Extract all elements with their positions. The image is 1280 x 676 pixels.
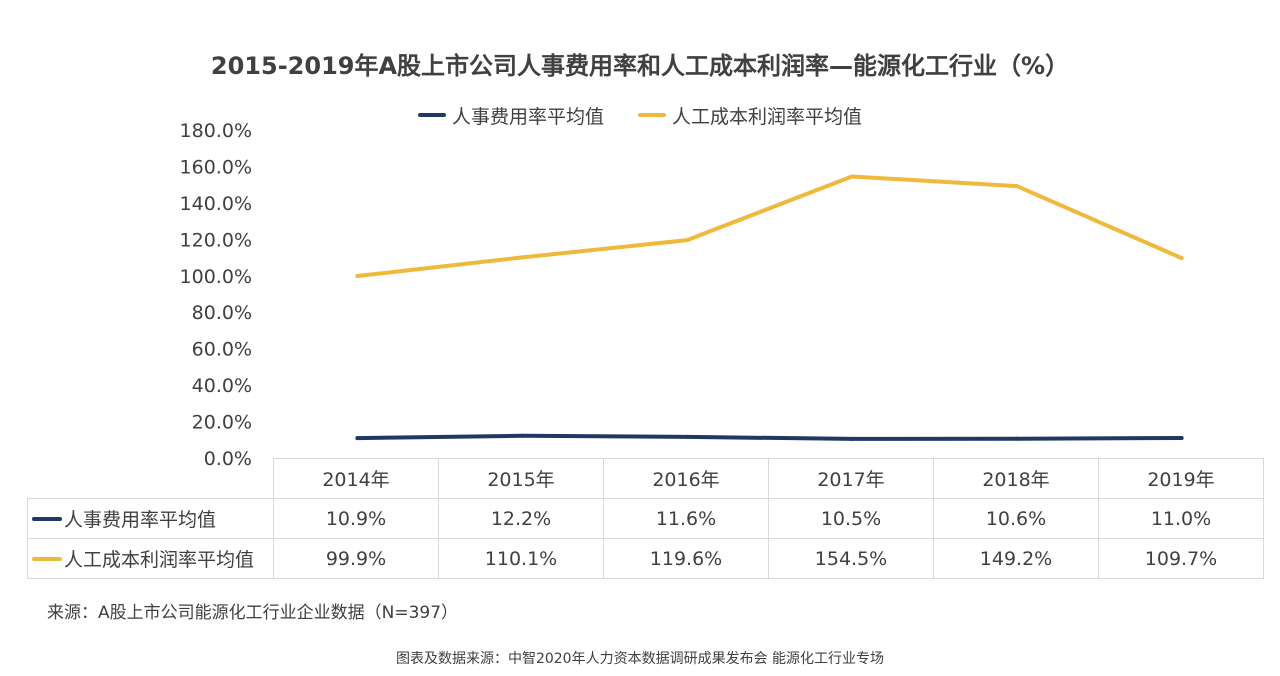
data-table-header-row: 2014年 2015年 2016年 2017年 2018年 2019年 <box>27 458 1264 499</box>
data-label: 12.2% <box>438 498 604 539</box>
data-point <box>1014 436 1019 441</box>
category-label: 2018年 <box>933 458 1099 499</box>
y-tick-label: 140.0% <box>180 193 252 215</box>
y-tick-label: 120.0% <box>180 229 252 251</box>
data-table-series-name: 人事费用率平均值 <box>64 509 217 531</box>
data-label: 110.1% <box>438 538 604 579</box>
category-label: 2015年 <box>438 458 604 499</box>
footer-note: 图表及数据来源：中智2020年人力资本数据调研成果发布会 能源化工行业专场 <box>395 651 885 667</box>
series-line-1 <box>355 433 1184 441</box>
data-label: 10.6% <box>933 498 1099 539</box>
data-point <box>1179 256 1184 261</box>
legend-item-series-1: 人事费用率平均值 <box>417 102 604 129</box>
data-label: 154.5% <box>768 538 934 579</box>
chart-title: 2015-2019年A股上市公司人事费用率和人工成本利润率—能源化工行业（%） <box>210 52 1070 80</box>
y-tick-label: 60.0% <box>192 339 252 361</box>
chart-legend: 人事费用率平均值 人工成本利润率平均值 <box>0 100 1280 129</box>
y-tick-label: 100.0% <box>180 266 252 288</box>
data-label: 149.2% <box>933 538 1099 579</box>
data-point <box>355 436 360 441</box>
source-note: 来源：A股上市公司能源化工行业企业数据（N=397） <box>47 603 459 623</box>
legend-swatch-series-1 <box>417 113 446 117</box>
y-tick-label: 160.0% <box>180 156 252 178</box>
data-label: 109.7% <box>1098 538 1264 579</box>
data-point <box>520 255 525 260</box>
y-tick-label: 180.0% <box>180 120 252 142</box>
data-label: 10.5% <box>768 498 934 539</box>
data-point <box>1014 184 1019 189</box>
data-point <box>685 434 690 439</box>
data-label: 10.9% <box>273 498 439 539</box>
category-label: 2017年 <box>768 458 934 499</box>
data-point <box>355 273 360 278</box>
series-line-2 <box>355 174 1184 278</box>
legend-label-series-1: 人事费用率平均值 <box>451 105 604 128</box>
y-tick-label: 20.0% <box>192 412 252 434</box>
legend-item-series-2: 人工成本利润率平均值 <box>638 102 862 129</box>
data-point <box>1179 435 1184 440</box>
y-tick-label: 80.0% <box>192 302 252 324</box>
data-point <box>520 433 525 438</box>
legend-swatch-series-2 <box>638 113 667 117</box>
data-table-series-name: 人工成本利润率平均值 <box>64 549 255 571</box>
series-1-swatch <box>32 516 62 521</box>
data-label: 99.9% <box>273 538 439 579</box>
category-label: 2019年 <box>1098 458 1264 499</box>
data-point <box>685 238 690 243</box>
data-table: 2014年 2015年 2016年 2017年 2018年 2019年 人事费用… <box>27 458 1264 579</box>
data-table-corner <box>27 458 274 499</box>
data-label: 11.0% <box>1098 498 1264 539</box>
y-tick-label: 40.0% <box>192 375 252 397</box>
data-label: 119.6% <box>603 538 769 579</box>
data-point <box>849 174 854 179</box>
data-table-row-header: 人工成本利润率平均值 <box>27 538 274 579</box>
category-label: 2016年 <box>603 458 769 499</box>
data-point <box>849 436 854 441</box>
data-table-row-header: 人事费用率平均值 <box>27 498 274 539</box>
series-2-swatch <box>32 556 62 561</box>
data-table-row: 人事费用率平均值 10.9% 12.2% 11.6% 10.5% 10.6% 1… <box>27 498 1264 539</box>
legend-label-series-2: 人工成本利润率平均值 <box>672 105 863 128</box>
data-label: 11.6% <box>603 498 769 539</box>
data-table-row: 人工成本利润率平均值 99.9% 110.1% 119.6% 154.5% 14… <box>27 538 1264 579</box>
category-label: 2014年 <box>273 458 439 499</box>
